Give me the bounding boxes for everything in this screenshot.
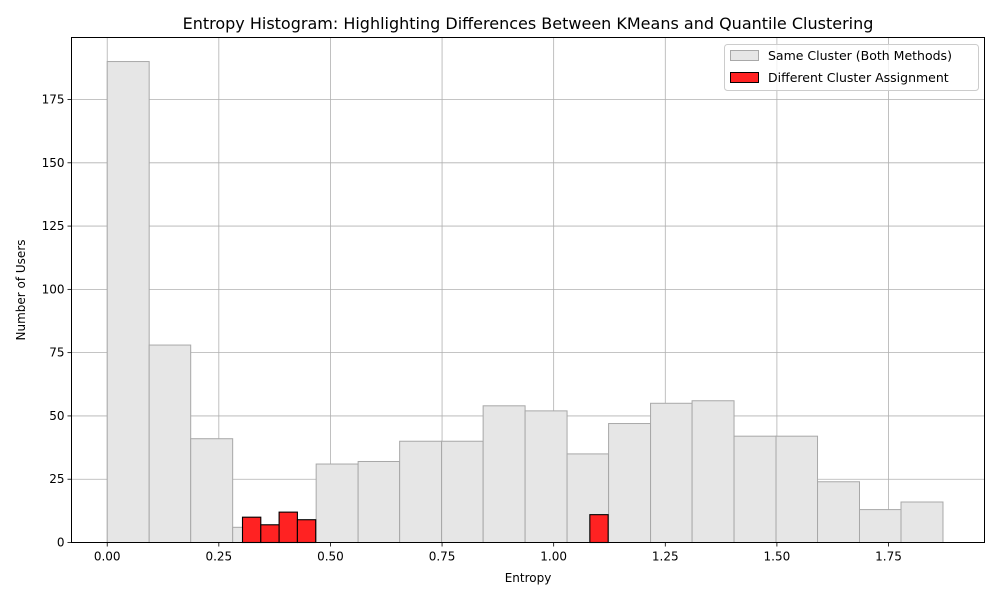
x-tick-label: 1.25 (652, 550, 679, 564)
y-axis-ticks: 0 25 50 75 100 125 150 175 (42, 93, 72, 550)
different-cluster-bar (278, 511, 298, 544)
y-tick-label: 75 (49, 346, 64, 360)
y-tick-label: 100 (42, 282, 65, 296)
chart-title: Entropy Histogram: Highlighting Differen… (183, 14, 874, 33)
same-cluster-bar (106, 61, 150, 544)
y-tick-label: 25 (49, 472, 64, 486)
same-cluster-bar (524, 410, 568, 544)
same-cluster-bar (858, 509, 902, 544)
y-tick-label: 150 (42, 156, 65, 170)
x-tick-label: 0.00 (94, 550, 121, 564)
x-axis-label: Entropy (505, 571, 552, 585)
same-cluster-bar (357, 460, 401, 543)
y-tick-label: 125 (42, 219, 65, 233)
x-tick-label: 1.00 (540, 550, 567, 564)
same-cluster-bar (691, 400, 735, 543)
legend-swatch-different-cluster (730, 72, 759, 83)
x-tick-label: 0.75 (429, 550, 456, 564)
y-tick-label: 175 (42, 93, 65, 107)
same-cluster-bar (900, 501, 944, 543)
same-cluster-bar (608, 423, 652, 543)
different-cluster-bar (241, 516, 262, 544)
same-cluster-bar (399, 440, 443, 543)
different-cluster-bar (589, 514, 609, 544)
same-cluster-bar (441, 440, 484, 543)
same-cluster-bar (650, 402, 693, 543)
same-cluster-bar (315, 463, 359, 543)
same-cluster-bar (190, 438, 234, 544)
x-tick-label: 0.50 (317, 550, 344, 564)
same-cluster-bars (106, 61, 944, 544)
legend-swatch-same-cluster (730, 50, 759, 61)
legend-label-different-cluster: Different Cluster Assignment (768, 70, 949, 85)
same-cluster-bar (775, 435, 819, 543)
legend-label-same-cluster: Same Cluster (Both Methods) (768, 48, 952, 63)
plot-area-frame (71, 37, 985, 543)
same-cluster-bar (482, 405, 526, 543)
x-tick-label: 1.50 (764, 550, 791, 564)
legend-frame (724, 44, 979, 91)
x-axis-ticks: 0.00 0.25 0.50 0.75 1.00 1.25 1.50 1.75 (94, 542, 902, 564)
same-cluster-bar (817, 481, 860, 543)
y-tick-label: 0 (57, 536, 65, 550)
different-cluster-bar (296, 519, 317, 544)
different-cluster-bars (241, 511, 609, 544)
x-tick-label: 1.75 (875, 550, 902, 564)
legend: Same Cluster (Both Methods) Different Cl… (724, 44, 979, 91)
grid-lines (71, 37, 985, 543)
y-axis-label: Number of Users (14, 239, 28, 340)
x-tick-label: 0.25 (205, 550, 232, 564)
y-tick-label: 50 (49, 409, 64, 423)
different-cluster-bar (260, 524, 280, 544)
same-cluster-bar (733, 435, 777, 543)
same-cluster-bar (148, 344, 192, 543)
